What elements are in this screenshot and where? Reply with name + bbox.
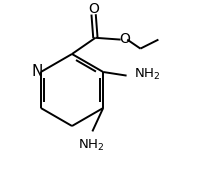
Text: N: N <box>31 64 43 79</box>
Text: O: O <box>88 2 99 16</box>
Text: O: O <box>120 32 130 46</box>
Text: NH$_2$: NH$_2$ <box>134 67 160 82</box>
Text: NH$_2$: NH$_2$ <box>78 138 105 153</box>
